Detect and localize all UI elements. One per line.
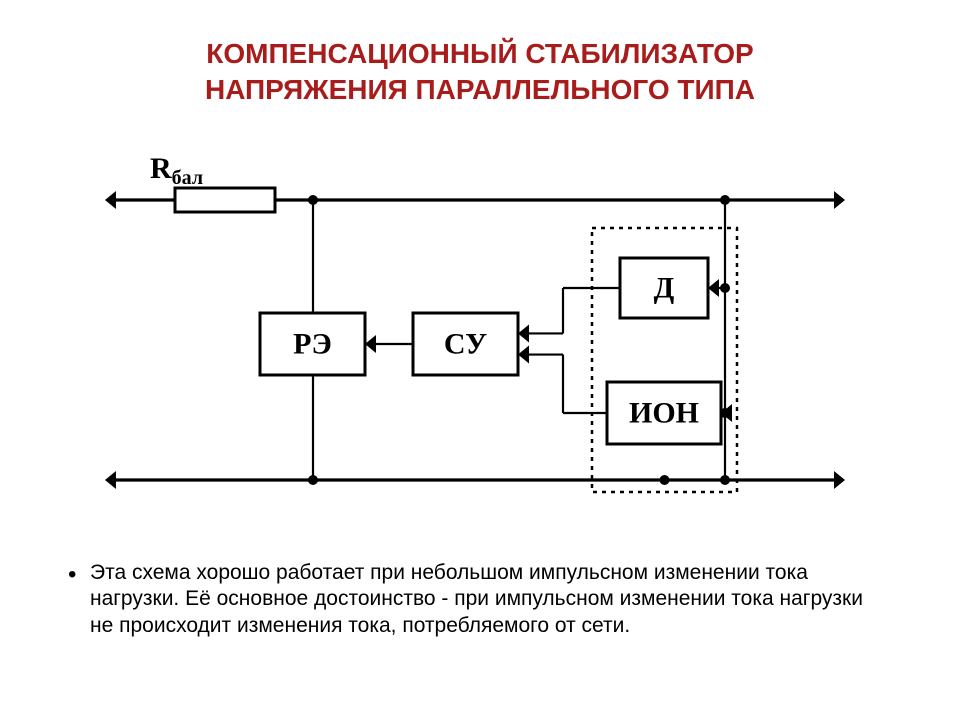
title-line-1: КОМПЕНСАЦИОННЫЙ СТАБИЛИЗАТОР [0,36,960,72]
svg-text:СУ: СУ [444,328,487,361]
svg-text:Д: Д [654,272,675,305]
description-text: Эта схема хорошо работает при небольшом … [90,560,870,639]
svg-text:ИОН: ИОН [629,397,699,430]
title-line-2: НАПРЯЖЕНИЯ ПАРАЛЛЕЛЬНОГО ТИПА [0,72,960,108]
svg-text:РЭ: РЭ [293,328,332,361]
page-title: КОМПЕНСАЦИОННЫЙ СТАБИЛИЗАТОР НАПРЯЖЕНИЯ … [0,0,960,109]
svg-text:Rбал: Rбал [150,152,203,189]
circuit-diagram: Rбал РЭ Д ИОН СУ [95,150,855,500]
